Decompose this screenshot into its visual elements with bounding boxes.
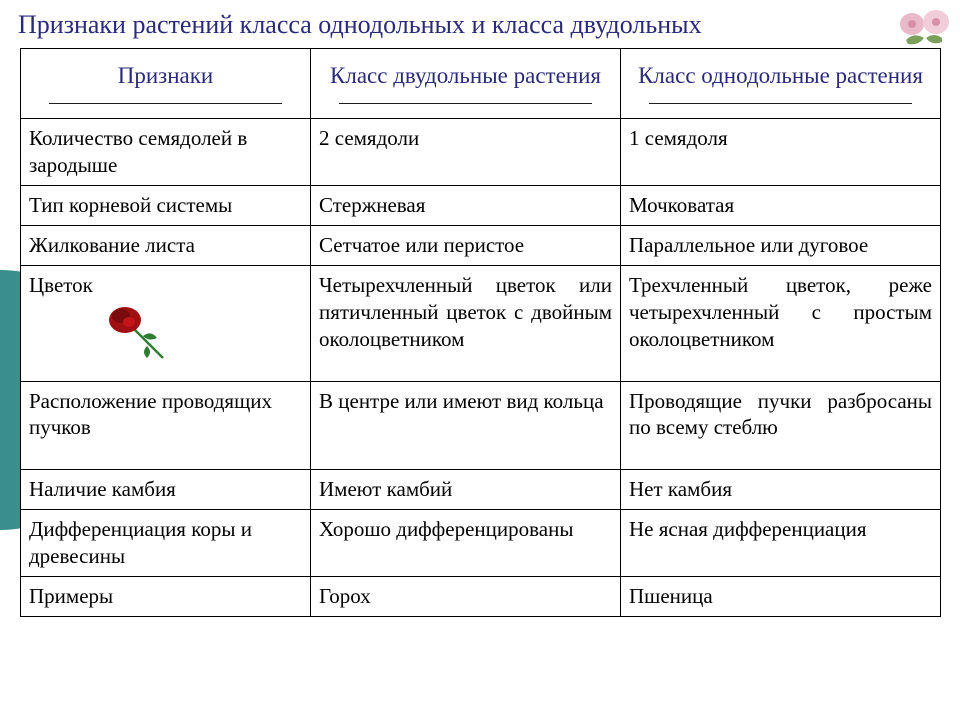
corner-flower-icon [896,2,954,52]
cell-feature: Наличие камбия [21,470,311,510]
cell-monocot: Проводящие пучки разбросаны по всему сте… [621,381,941,470]
header-underline [339,103,592,104]
cell-dicot: Стержневая [311,186,621,226]
header-underline [649,103,912,104]
cell-monocot: Параллельное или дуговое [621,226,941,266]
cell-feature: Жилкование листа [21,226,311,266]
cell-dicot: Хорошо дифференцированы [311,510,621,577]
header-dicot-label: Класс двудольные растения [330,63,601,88]
header-underline [49,103,282,104]
cell-feature: Расположение проводящих пучков [21,381,311,470]
rose-icon [91,300,177,370]
cell-feature: Количество семядолей в зародыше [21,119,311,186]
cell-feature: Дифференциация коры и древесины [21,510,311,577]
table-row: Дифференциация коры и древесиныХорошо ди… [21,510,941,577]
cell-monocot: Нет камбия [621,470,941,510]
header-feature-label: Признаки [118,63,214,88]
header-dicot: Класс двудольные растения [311,49,621,119]
cell-dicot: Сетчатое или перистое [311,226,621,266]
slide-title: Признаки растений класса однодольных и к… [0,0,960,48]
table-row: Расположение проводящих пучковВ центре и… [21,381,941,470]
cell-monocot: 1 семядоля [621,119,941,186]
table-row: Цветок Четырехчленный цветок или пятичле… [21,265,941,381]
table-header-row: Признаки Класс двудольные растения Класс… [21,49,941,119]
cell-dicot: Имеют камбий [311,470,621,510]
cell-dicot: В центре или имеют вид кольца [311,381,621,470]
cell-feature: Примеры [21,576,311,616]
cell-monocot: Трехчленный цветок, реже четырехчленный … [621,265,941,381]
table-row: Наличие камбияИмеют камбийНет камбия [21,470,941,510]
table-body: Количество семядолей в зародыше2 семядол… [21,119,941,616]
cell-feature: Цветок [21,265,311,381]
table-row: ПримерыГорохПшеница [21,576,941,616]
table-row: Количество семядолей в зародыше2 семядол… [21,119,941,186]
cell-monocot: Не ясная дифференциация [621,510,941,577]
header-feature: Признаки [21,49,311,119]
cell-feature: Тип корневой системы [21,186,311,226]
header-monocot: Класс однодольные растения [621,49,941,119]
cell-dicot: 2 семядоли [311,119,621,186]
cell-monocot: Пшеница [621,576,941,616]
header-monocot-label: Класс однодольные растения [638,63,923,88]
comparison-table: Признаки Класс двудольные растения Класс… [20,48,941,617]
cell-dicot: Четырехчленный цветок или пятичленный цв… [311,265,621,381]
cell-monocot: Мочковатая [621,186,941,226]
table-row: Тип корневой системыСтержневаяМочковатая [21,186,941,226]
cell-feature-label: Цветок [29,272,302,299]
cell-dicot: Горох [311,576,621,616]
table-row: Жилкование листаСетчатое или перистоеПар… [21,226,941,266]
